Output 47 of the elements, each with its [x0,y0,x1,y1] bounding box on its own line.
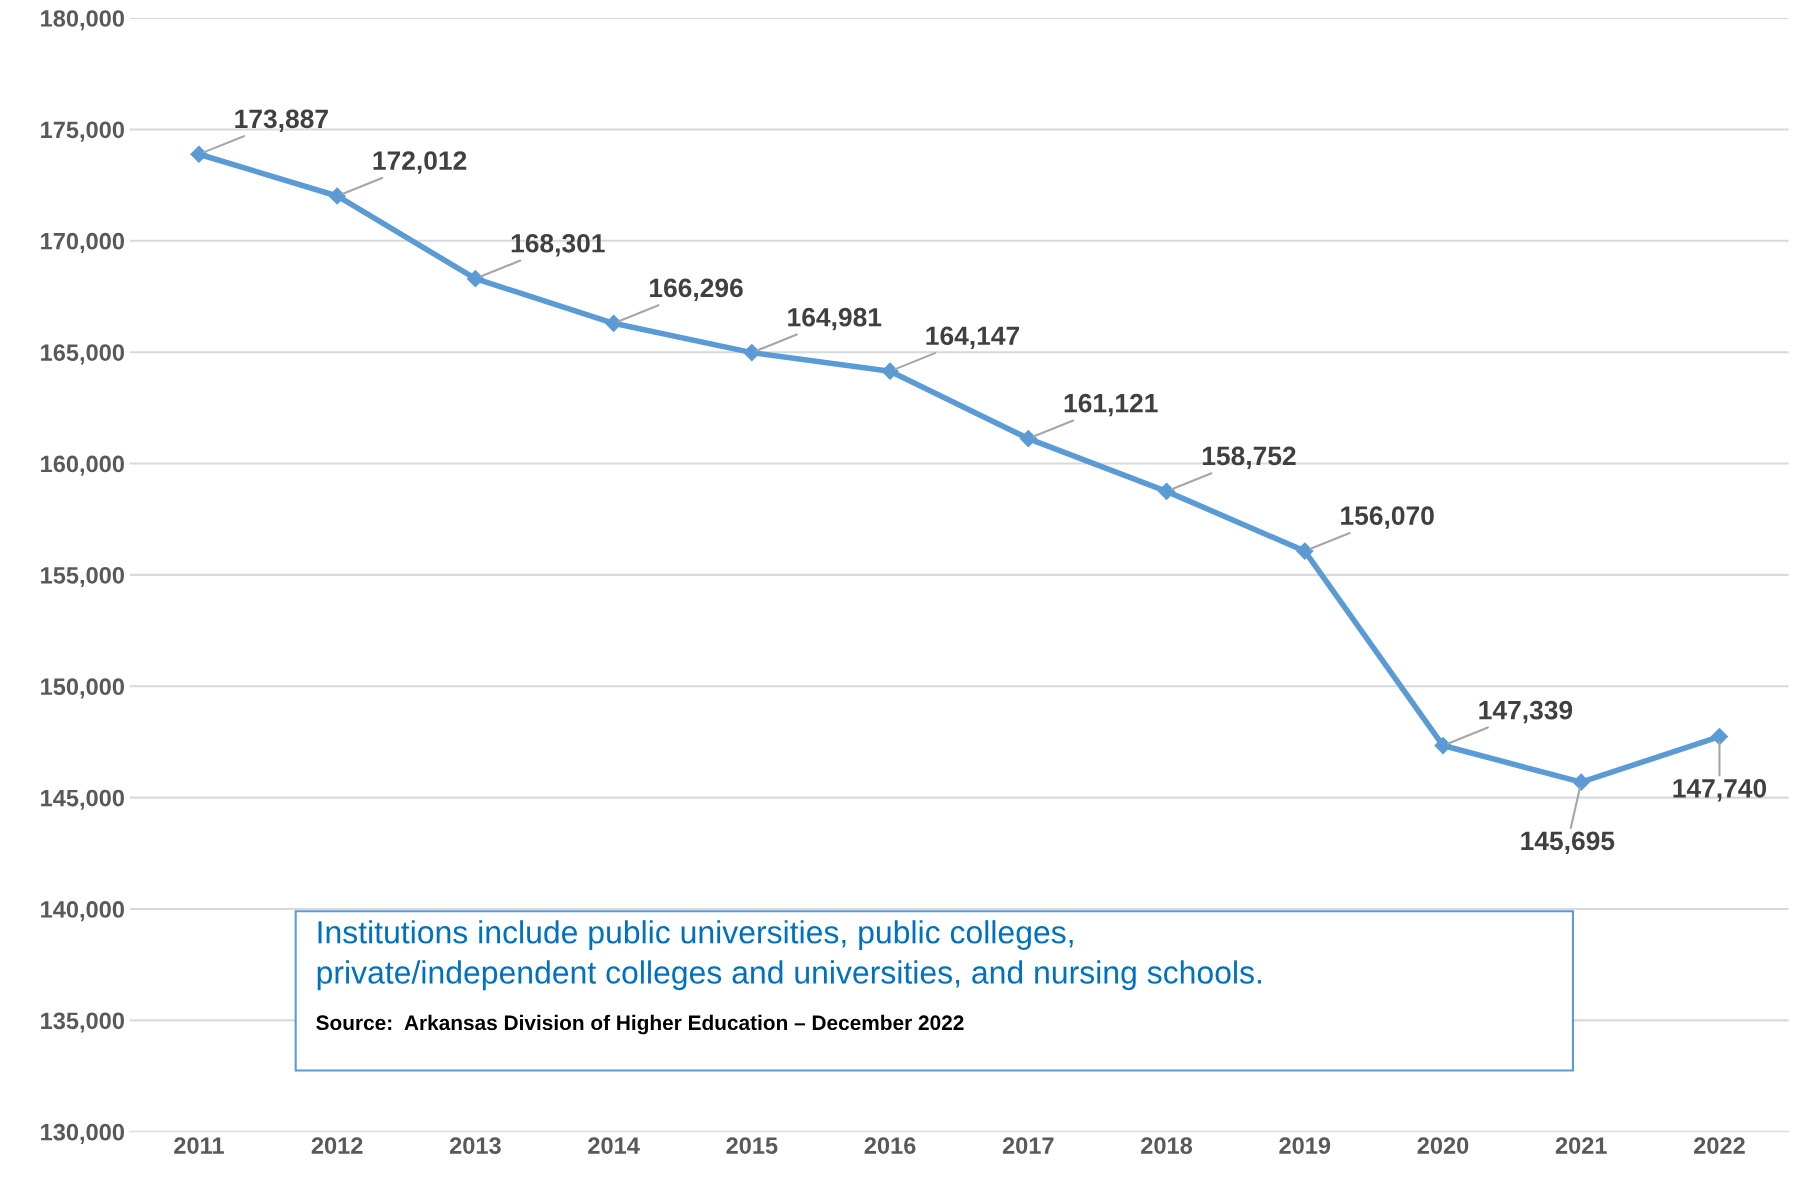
point [190,145,208,163]
x-tick-label: 2021 [1555,1137,1607,1154]
point [1434,736,1452,755]
y-tick-label: 145,000 [41,789,124,810]
x-tick-label: 2017 [1002,1137,1054,1154]
y-tick-label: 130,000 [41,1123,124,1144]
point [881,362,899,380]
point [605,314,623,332]
data-label: 158,752 [1202,446,1296,470]
y-tick-label: 160,000 [41,455,124,476]
point [1296,542,1314,560]
y-tick-label: 135,000 [41,1012,124,1033]
data-label: 164,981 [788,307,882,331]
y-tick-label: 155,000 [41,566,124,588]
point [466,270,484,288]
x-tick-label: 2011 [174,1137,224,1154]
data-label: 161,121 [1064,393,1158,417]
x-tick-label: 2014 [588,1137,640,1154]
y-tick-label: 170,000 [41,232,124,254]
data-label: 145,695 [1521,831,1615,854]
x-tick-label: 2013 [449,1137,501,1154]
annotation: Institutions include public universities, public colleges, private/independent colleges and universities, and nursing schools. [317,920,1261,991]
x-tick-label: 2015 [726,1137,778,1154]
data-label: 166,296 [650,278,743,302]
x-tick-label: 2016 [864,1137,916,1154]
x-tick-label: 2022 [1694,1137,1745,1154]
point [1019,430,1037,448]
data-label: 173,887 [235,109,328,132]
data-label: 156,070 [1341,506,1434,529]
y-tick-label: 165,000 [41,344,124,365]
data-label: 168,301 [511,233,605,257]
x-tick-label: 2019 [1279,1137,1331,1154]
x-tick-label: 2018 [1141,1137,1193,1154]
data-label: 147,740 [1673,778,1767,802]
y-tick-label: 150,000 [41,678,124,699]
point [328,187,346,205]
point [1157,482,1176,500]
annotation: Source: Arkansas Division of Higher Education – December 2022 [316,1014,964,1035]
y-tick-label: 140,000 [41,901,124,922]
y-tick-label: 175,000 [41,121,124,142]
y-tick-label: 180,000 [41,10,124,31]
x-tick-label: 2020 [1417,1137,1469,1154]
data-label: 147,339 [1479,700,1573,724]
data-label: 164,147 [926,326,1020,349]
x-tick-label: 2012 [311,1137,363,1154]
data-label: 172,012 [373,151,467,174]
point [1572,773,1590,791]
